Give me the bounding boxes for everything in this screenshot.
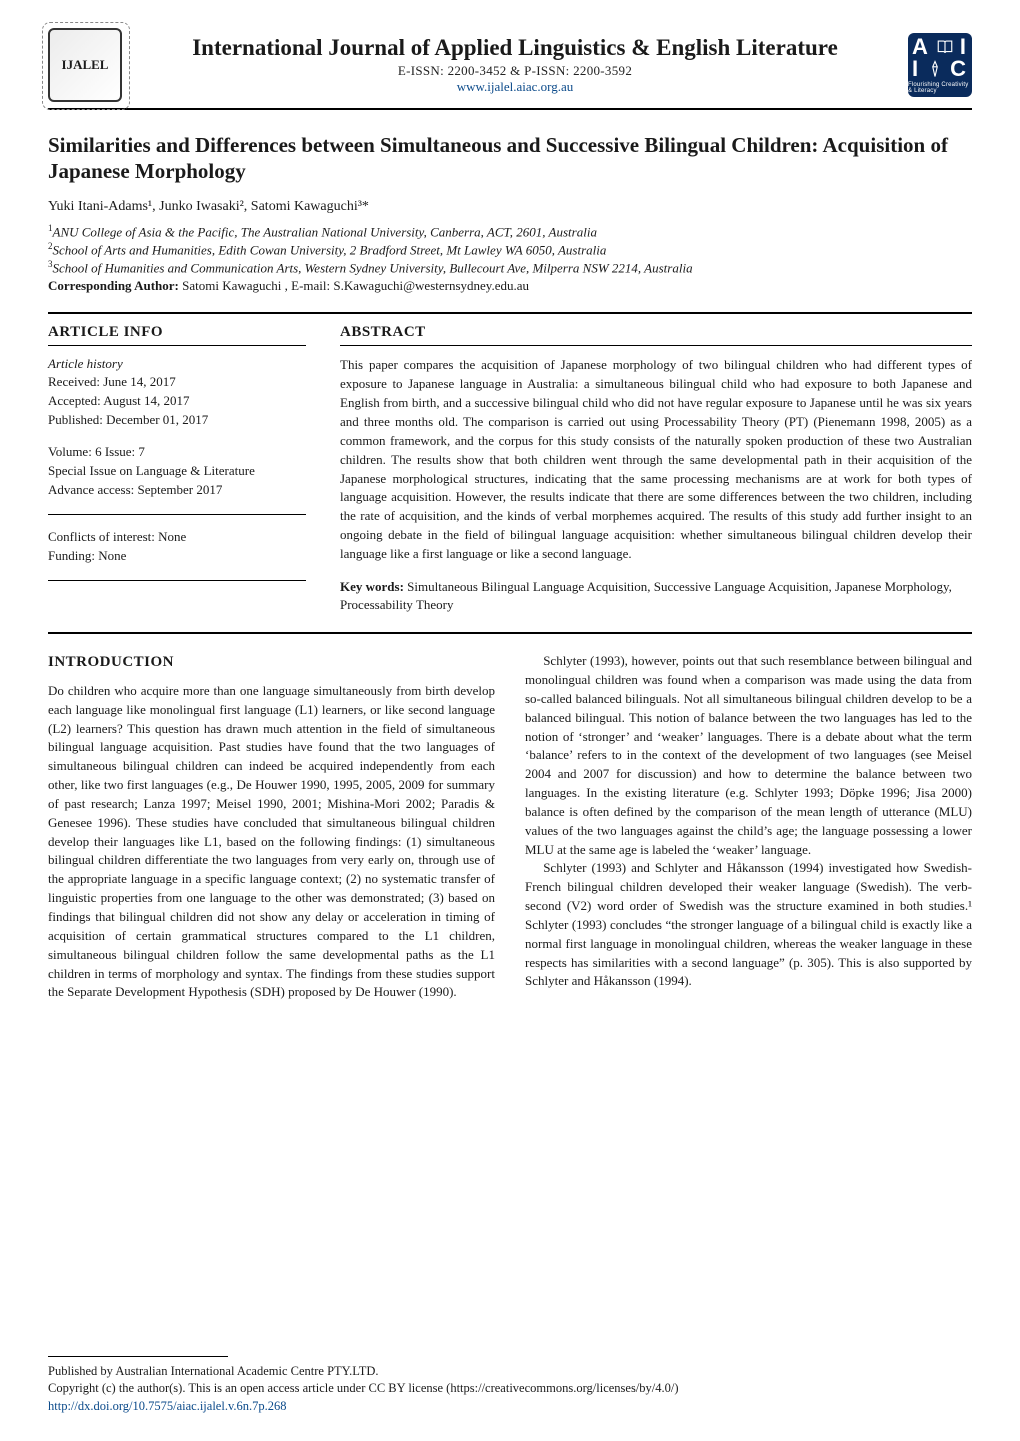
published-date: Published: December 01, 2017 — [48, 412, 306, 428]
journal-logo-text: IJALEL — [62, 57, 109, 73]
info-divider-2 — [48, 580, 306, 581]
journal-title: International Journal of Applied Linguis… — [140, 35, 890, 61]
info-divider — [48, 514, 306, 515]
article-info-panel: ARTICLE INFO Article history Received: J… — [48, 314, 306, 614]
journal-url[interactable]: www.ijalel.aiac.org.au — [140, 79, 890, 95]
abstract-panel: ABSTRACT This paper compares the acquisi… — [340, 314, 972, 614]
page-footer: Published by Australian International Ac… — [48, 1356, 972, 1416]
affiliation-1: 1ANU College of Asia & the Pacific, The … — [48, 223, 972, 240]
accepted-date: Accepted: August 14, 2017 — [48, 393, 306, 409]
conflicts-of-interest: Conflicts of interest: None — [48, 529, 306, 545]
advance-access: Advance access: September 2017 — [48, 482, 306, 498]
special-issue: Special Issue on Language & Literature — [48, 463, 306, 479]
body-paragraph-3: Schlyter (1993) and Schlyter and Håkanss… — [525, 859, 972, 991]
volume-issue: Volume: 6 Issue: 7 — [48, 444, 306, 460]
publisher-tagline: Flourishing Creativity & Literacy — [908, 82, 972, 94]
affiliation-2: 2School of Arts and Humanities, Edith Co… — [48, 241, 972, 258]
footer-doi-link[interactable]: http://dx.doi.org/10.7575/aiac.ijalel.v.… — [48, 1399, 287, 1413]
keywords-label: Key words: — [340, 579, 404, 594]
corresponding-label: Corresponding Author: — [48, 278, 179, 293]
footer-license: Copyright (c) the author(s). This is an … — [48, 1380, 972, 1398]
article-title: Similarities and Differences between Sim… — [48, 132, 972, 185]
publisher-book-icon — [934, 36, 956, 58]
introduction-head: INTRODUCTION — [48, 652, 495, 674]
publisher-letters-top: A — [912, 36, 930, 58]
journal-meta: International Journal of Applied Linguis… — [140, 35, 890, 95]
abstract-text: This paper compares the acquisition of J… — [340, 356, 972, 563]
received-date: Received: June 14, 2017 — [48, 374, 306, 390]
publisher-badge: A I I C Flourishing Creativity & Literac… — [908, 33, 972, 97]
body-paragraph-2: Schlyter (1993), however, points out tha… — [525, 652, 972, 859]
keywords: Key words: Simultaneous Bilingual Langua… — [340, 578, 972, 614]
corresponding-text: Satomi Kawaguchi , E-mail: S.Kawaguchi@w… — [179, 278, 529, 293]
journal-issn: E-ISSN: 2200-3452 & P-ISSN: 2200-3592 — [140, 63, 890, 79]
affiliation-3: 3School of Humanities and Communication … — [48, 259, 972, 276]
authors-line: Yuki Itani-Adams¹, Junko Iwasaki², Satom… — [48, 199, 972, 215]
keywords-text: Simultaneous Bilingual Language Acquisit… — [340, 579, 952, 612]
journal-banner: IJALEL International Journal of Applied … — [48, 28, 972, 110]
publisher-letters-top-2: I — [960, 36, 968, 58]
journal-logo: IJALEL — [48, 28, 122, 102]
corresponding-author: Corresponding Author: Satomi Kawaguchi ,… — [48, 278, 972, 294]
article-info-head: ARTICLE INFO — [48, 324, 306, 346]
funding: Funding: None — [48, 548, 306, 564]
publisher-pen-icon — [924, 58, 946, 80]
abstract-head: ABSTRACT — [340, 324, 972, 346]
footer-publisher: Published by Australian International Ac… — [48, 1363, 972, 1381]
body-columns: INTRODUCTION Do children who acquire mor… — [48, 652, 972, 1002]
publisher-letters-bottom: I — [912, 58, 920, 80]
body-paragraph-1: Do children who acquire more than one la… — [48, 682, 495, 1002]
publisher-letters-bottom-2: C — [950, 58, 968, 80]
footer-rule — [48, 1356, 228, 1357]
article-history-label: Article history — [48, 356, 306, 372]
